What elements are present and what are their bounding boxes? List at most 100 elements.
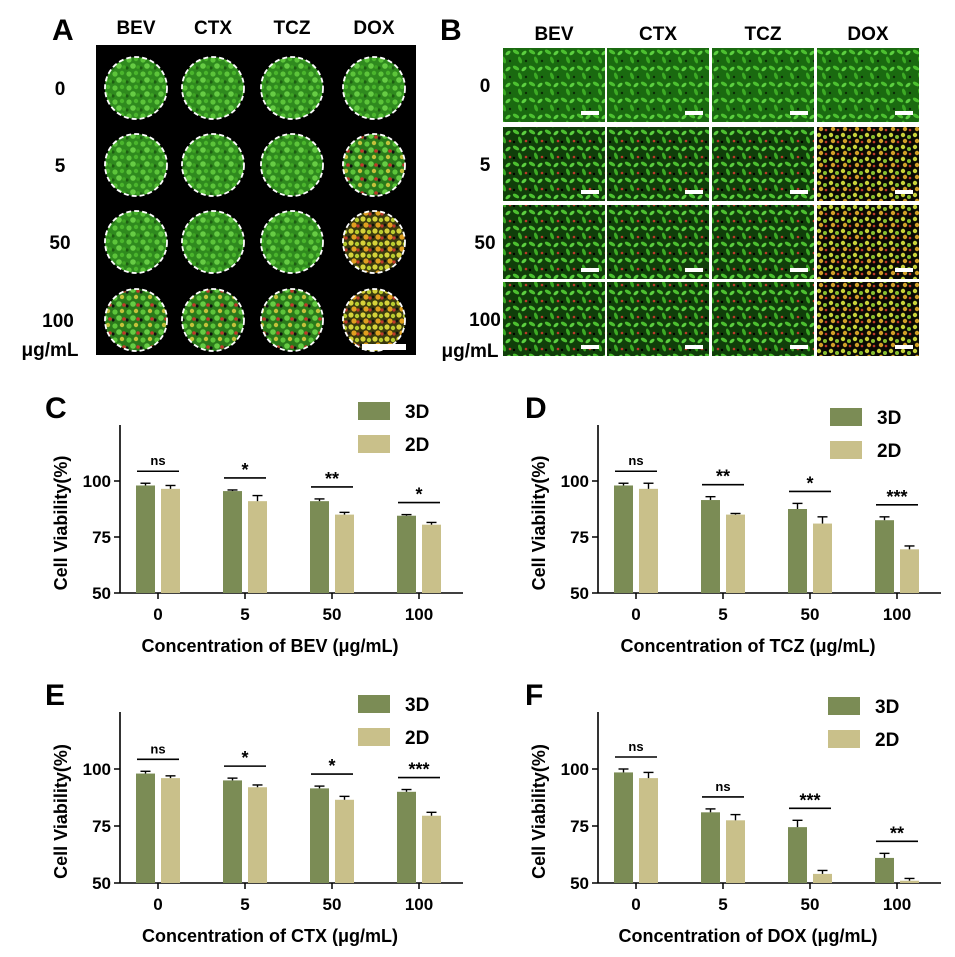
y-tick-label: 50 [570, 874, 589, 893]
significance-label: *** [799, 790, 820, 810]
significance-label: ns [628, 453, 643, 468]
panel-b-row-label: 100 [469, 310, 501, 331]
micrograph-image [712, 205, 814, 279]
bar-2d [813, 523, 832, 593]
scale-bar [685, 111, 703, 115]
bar-2d [726, 514, 745, 593]
y-tick-label: 100 [561, 760, 589, 779]
significance-label: *** [886, 487, 907, 507]
bar-2d [900, 549, 919, 593]
bar-3d [310, 788, 329, 883]
significance-label: * [241, 748, 248, 768]
significance-label: *** [408, 760, 429, 780]
bar-2d [813, 873, 832, 883]
significance-label: ns [150, 741, 165, 756]
panel-letter-a: A [52, 14, 74, 47]
well-image [105, 57, 167, 119]
x-tick-label: 100 [405, 895, 433, 914]
well-image [105, 211, 167, 273]
bar-3d [310, 501, 329, 593]
x-tick-label: 0 [631, 605, 640, 624]
panel-a-unit-label: μg/mL [21, 340, 78, 361]
well-outline [181, 133, 245, 197]
micrograph-image [607, 282, 709, 356]
scale-bar [362, 344, 406, 350]
panel-a-row-label: 0 [55, 79, 66, 100]
well-outline [260, 56, 324, 120]
scale-bar [790, 345, 808, 349]
scale-bar [790, 268, 808, 272]
panel-a-column-label: DOX [353, 18, 395, 39]
x-tick-label: 5 [718, 895, 727, 914]
significance-label: ns [150, 453, 165, 468]
micrograph-image [503, 48, 605, 122]
bar-2d [422, 815, 441, 883]
x-tick-label: 0 [153, 605, 162, 624]
x-tick-label: 50 [801, 895, 820, 914]
bar-3d [701, 500, 720, 593]
micrograph-image [817, 127, 919, 201]
x-axis-label: Concentration of TCZ (μg/mL) [621, 636, 876, 656]
micrograph-image [503, 127, 605, 201]
significance-label: * [806, 473, 813, 493]
bar-2d [335, 514, 354, 593]
legend-swatch-2d [358, 728, 390, 746]
well-image [182, 134, 244, 196]
x-tick-label: 100 [883, 895, 911, 914]
legend-swatch-3d [828, 697, 860, 715]
micrograph-image [712, 282, 814, 356]
y-tick-label: 50 [92, 584, 111, 603]
bar-3d [136, 773, 155, 883]
x-tick-label: 100 [405, 605, 433, 624]
micrograph-image [503, 205, 605, 279]
bar-3d [136, 485, 155, 593]
scale-bar [895, 345, 913, 349]
well-outline [181, 288, 245, 352]
legend-swatch-3d [358, 695, 390, 713]
panel-b-row-label: 0 [480, 76, 491, 97]
panel-b-row-label: 50 [474, 233, 495, 254]
significance-label: * [241, 460, 248, 480]
well-outline [104, 56, 168, 120]
panel-a-row-label: 5 [55, 156, 66, 177]
legend-swatch-3d [358, 402, 390, 420]
well-image [105, 134, 167, 196]
micrograph-image [607, 205, 709, 279]
y-tick-label: 50 [92, 874, 111, 893]
legend-label: 3D [405, 402, 429, 423]
scale-bar [895, 111, 913, 115]
scale-bar [685, 190, 703, 194]
legend-swatch-2d [830, 441, 862, 459]
significance-label: ** [325, 469, 339, 489]
micrograph-image [712, 127, 814, 201]
well-image [343, 211, 405, 273]
well-image [182, 211, 244, 273]
y-axis-label: Cell Viability(%) [529, 456, 549, 591]
significance-label: * [415, 485, 422, 505]
x-tick-label: 50 [323, 605, 342, 624]
bar-2d [639, 778, 658, 883]
significance-label: ** [890, 823, 904, 843]
panel-b-column-label: DOX [847, 24, 889, 45]
well-outline [104, 288, 168, 352]
well-outline [104, 133, 168, 197]
x-tick-label: 50 [801, 605, 820, 624]
well-outline [181, 56, 245, 120]
x-tick-label: 0 [153, 895, 162, 914]
bar-3d [223, 491, 242, 593]
y-axis-label: Cell Viability(%) [51, 744, 71, 879]
panel-b-column-label: CTX [639, 24, 677, 45]
bar-3d [701, 812, 720, 883]
scale-bar [685, 268, 703, 272]
legend-label: 3D [875, 697, 899, 718]
bar-2d [726, 820, 745, 883]
well-outline [342, 210, 406, 274]
well-image [343, 134, 405, 196]
legend-label: 2D [877, 441, 901, 462]
